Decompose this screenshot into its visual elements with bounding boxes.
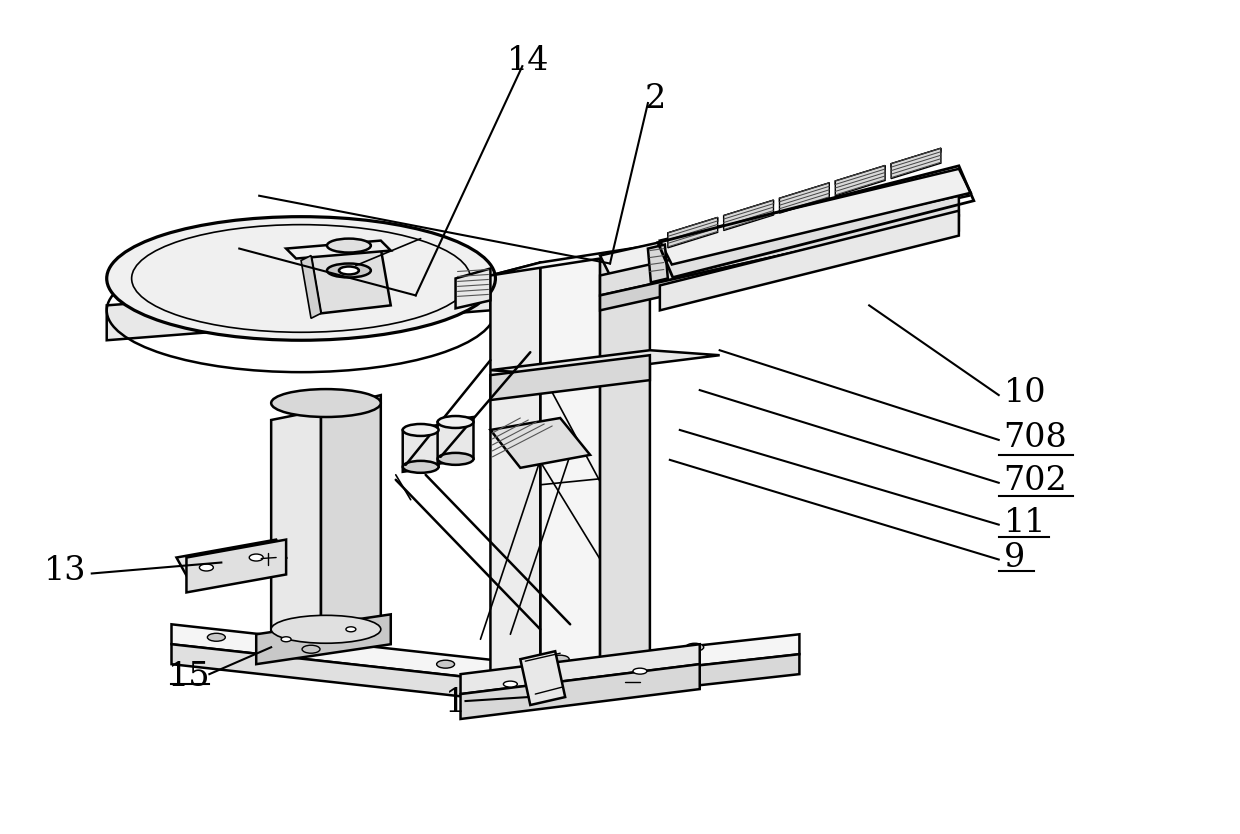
Polygon shape [531,654,800,704]
Polygon shape [600,196,959,295]
Text: 11: 11 [1003,506,1047,539]
Polygon shape [724,200,774,230]
Polygon shape [176,540,286,575]
Polygon shape [107,275,491,340]
Polygon shape [660,211,959,310]
Ellipse shape [339,267,358,274]
Ellipse shape [272,389,381,417]
Text: 708: 708 [1003,422,1068,454]
Polygon shape [311,249,391,314]
Ellipse shape [107,217,496,340]
Ellipse shape [403,461,439,473]
Text: 13: 13 [45,555,87,587]
Ellipse shape [686,643,704,651]
Polygon shape [780,183,830,214]
Ellipse shape [272,615,381,643]
Polygon shape [892,148,941,178]
Ellipse shape [303,646,320,653]
Ellipse shape [207,633,226,641]
Ellipse shape [249,554,263,561]
Polygon shape [836,165,885,196]
Text: 15: 15 [169,661,211,693]
Ellipse shape [327,239,371,253]
Ellipse shape [438,416,474,428]
Polygon shape [186,540,286,592]
Polygon shape [257,615,391,664]
Polygon shape [272,410,321,649]
Text: 702: 702 [1003,465,1068,497]
Polygon shape [521,651,565,705]
Polygon shape [600,176,968,275]
Polygon shape [171,644,531,704]
Polygon shape [491,418,590,468]
Ellipse shape [632,668,647,674]
Polygon shape [724,200,774,219]
Polygon shape [836,165,885,184]
Ellipse shape [281,637,291,641]
Polygon shape [455,269,491,309]
Ellipse shape [403,424,439,436]
Ellipse shape [436,661,455,668]
Polygon shape [491,350,719,375]
Ellipse shape [200,564,213,571]
Ellipse shape [503,681,517,687]
Polygon shape [892,148,941,168]
Polygon shape [541,259,600,694]
Polygon shape [600,216,959,310]
Polygon shape [649,244,668,283]
Polygon shape [321,395,381,639]
Polygon shape [491,355,650,400]
Polygon shape [491,245,650,275]
Polygon shape [460,664,699,719]
Polygon shape [301,255,321,319]
Ellipse shape [438,453,474,465]
Text: 10: 10 [1003,377,1047,409]
Polygon shape [460,644,699,694]
Text: 14: 14 [507,45,549,78]
Polygon shape [438,417,474,464]
Ellipse shape [327,264,371,278]
Polygon shape [780,183,830,202]
Polygon shape [171,625,800,684]
Polygon shape [600,245,650,687]
Polygon shape [286,240,391,259]
Text: 1: 1 [445,687,466,719]
Text: 2: 2 [645,83,666,115]
Polygon shape [668,218,718,237]
Polygon shape [491,263,541,692]
Polygon shape [660,168,971,264]
Ellipse shape [346,627,356,632]
Polygon shape [668,218,718,248]
Text: 9: 9 [1003,541,1025,574]
Ellipse shape [552,656,569,663]
Polygon shape [403,425,439,472]
